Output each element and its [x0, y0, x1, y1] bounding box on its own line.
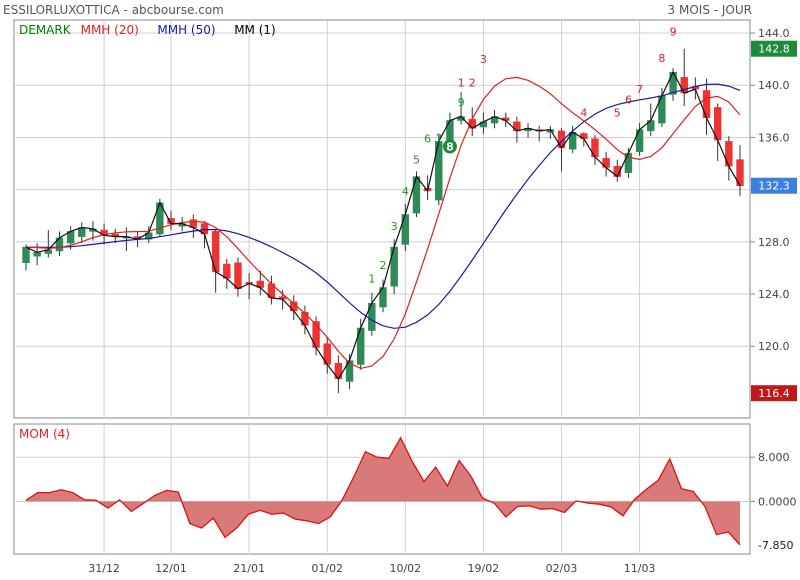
momentum-last-value: -7.850 — [758, 539, 793, 552]
demark-label: 6 — [625, 94, 632, 107]
date-tick-label: 10/02 — [389, 562, 421, 575]
legend: DEMARK MMH (20) MMH (50) MM (1) — [19, 23, 276, 37]
date-axis: 31/12 12/01 21/01 01/02 10/02 19/02 02/03 11/03 — [88, 562, 655, 575]
svg-text:9: 9 — [670, 26, 677, 39]
svg-text:3: 3 — [480, 53, 487, 66]
demark-label: 8 — [658, 52, 665, 65]
svg-text:2: 2 — [469, 77, 476, 90]
svg-text:7: 7 — [636, 83, 643, 96]
candle — [736, 145, 744, 197]
date-tick-label: 01/02 — [311, 562, 343, 575]
svg-text:5: 5 — [413, 154, 420, 167]
legend-item-3: MM (1) — [234, 23, 276, 37]
price-tick-label: 120.0 — [758, 340, 790, 353]
svg-text:3: 3 — [391, 220, 398, 233]
date-tick-label: 21/01 — [233, 562, 265, 575]
demark-label: 1 — [458, 77, 465, 90]
price-tick-label: 124.0 — [758, 288, 790, 301]
demark-label: 7 — [636, 83, 643, 96]
mmh-20-line — [25, 76, 741, 370]
price-tag: 132.3 — [751, 177, 797, 194]
svg-text:1: 1 — [368, 272, 375, 285]
svg-text:2: 2 — [380, 259, 387, 272]
demark-label: 2 — [380, 259, 387, 272]
momentum-tick-label: 0.0000 — [758, 495, 797, 508]
price-tick-label: 144.0 — [758, 27, 790, 40]
momentum-tick-label: 8.000 — [758, 451, 790, 464]
price-tick-label: 140.0 — [758, 79, 790, 92]
svg-text:7: 7 — [435, 133, 442, 146]
date-tick-label: 11/03 — [624, 562, 656, 575]
candle — [22, 244, 30, 271]
demark-label: 9 — [458, 96, 465, 109]
svg-text:6: 6 — [424, 133, 431, 146]
price-tick-label: 128.0 — [758, 236, 790, 249]
svg-text:116.4: 116.4 — [758, 387, 790, 400]
svg-text:6: 6 — [625, 94, 632, 107]
demark-label: 5 — [614, 107, 621, 120]
demark-label: 1 — [368, 272, 375, 285]
date-tick-label: 19/02 — [468, 562, 500, 575]
momentum-axis: 8.000 0.0000 -7.850 — [750, 451, 797, 552]
demark-label: 6 — [424, 133, 431, 146]
momentum-panel: MOM (4) 8.000 0.0000 -7.850 — [13, 423, 797, 555]
svg-text:4: 4 — [580, 107, 587, 120]
chart-title: ESSILORLUXOTTICA - abcbourse.com — [3, 3, 224, 17]
candlestick-series — [22, 48, 744, 394]
svg-text:8: 8 — [446, 140, 454, 153]
momentum-line — [25, 436, 741, 546]
svg-text:5: 5 — [614, 107, 621, 120]
momentum-title: MOM (4) — [19, 427, 70, 441]
demark-label: 3 — [480, 53, 487, 66]
price-panel: DEMARK MMH (20) MMH (50) MM (1) 144.0140.01… — [13, 19, 797, 419]
price-tag: 142.8 — [751, 40, 797, 57]
svg-text:1: 1 — [458, 77, 465, 90]
demark-label: 8 — [442, 139, 457, 154]
demark-label: 9 — [670, 26, 677, 39]
demark-label: 4 — [402, 185, 409, 198]
demark-label: 5 — [413, 154, 420, 167]
price-grid — [14, 20, 750, 418]
svg-text:132.3: 132.3 — [758, 180, 790, 193]
svg-text:142.8: 142.8 — [758, 43, 790, 56]
momentum-area — [26, 437, 740, 545]
period-label[interactable]: 3 MOIS - JOUR — [668, 3, 752, 17]
demark-label: 3 — [391, 220, 398, 233]
price-tags: 142.8 132.3 116.4 — [751, 40, 797, 402]
svg-text:9: 9 — [458, 96, 465, 109]
svg-text:4: 4 — [402, 185, 409, 198]
price-tick-label: 136.0 — [758, 131, 790, 144]
date-tick-label: 02/03 — [546, 562, 578, 575]
date-tick-label: 12/01 — [155, 562, 187, 575]
legend-item-0: DEMARK — [19, 23, 72, 37]
demark-label: 4 — [580, 107, 587, 120]
legend-item-2: MMH (50) — [157, 23, 215, 37]
price-panel-frame — [13, 19, 751, 419]
mmh-50-line — [25, 83, 741, 329]
price-tag: 116.4 — [751, 385, 797, 402]
demark-label: 7 — [435, 133, 442, 146]
demark-label: 2 — [469, 77, 476, 90]
svg-text:8: 8 — [658, 52, 665, 65]
date-tick-label: 31/12 — [88, 562, 120, 575]
legend-item-1: MMH (20) — [81, 23, 139, 37]
mm-1-line — [25, 70, 741, 380]
